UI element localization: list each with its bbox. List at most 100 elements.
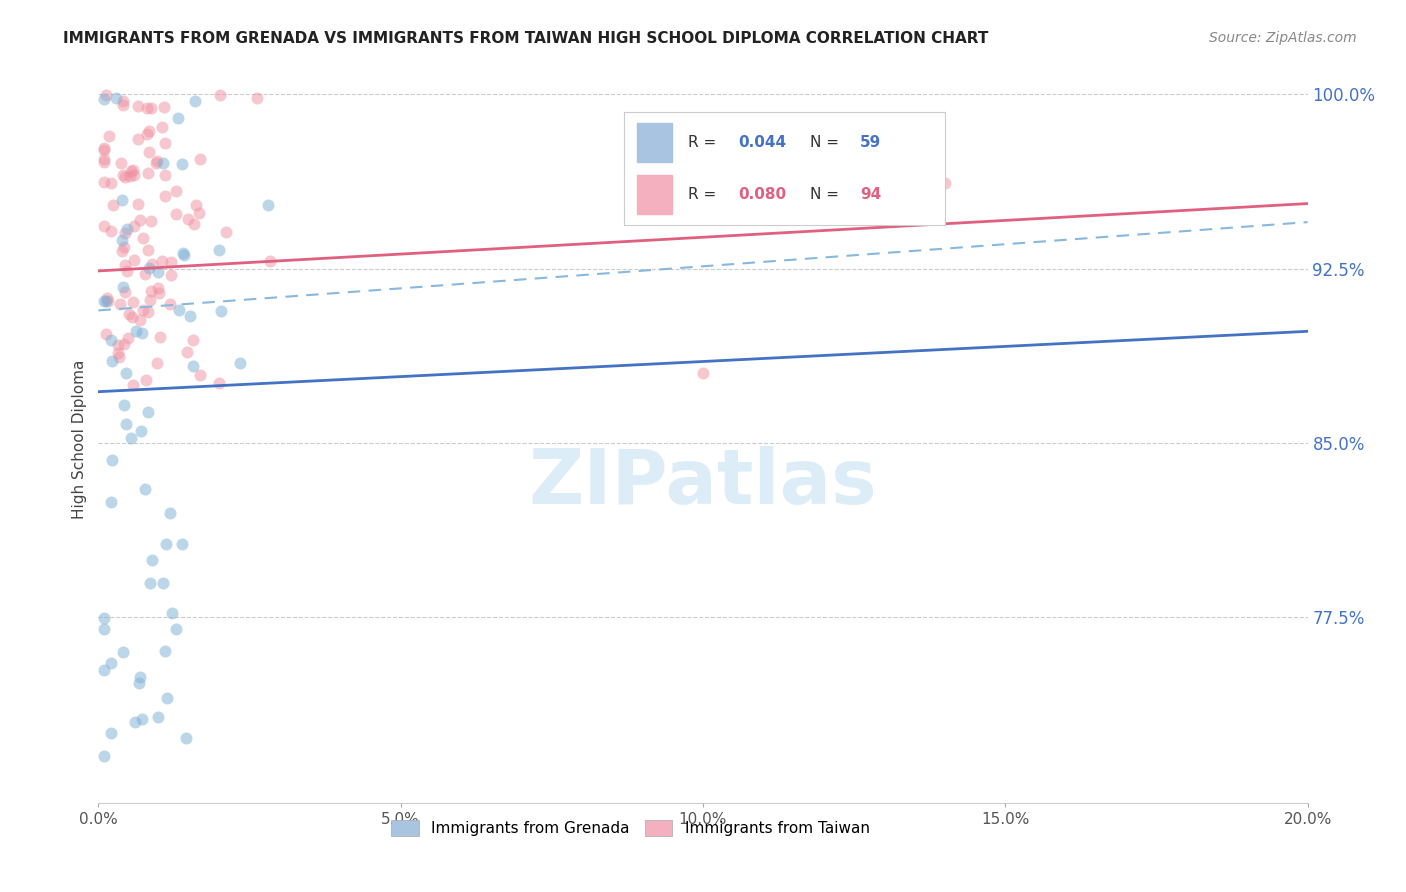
Point (114, 259, 136, 273)
Point (135, 374, 157, 388)
Point (122, 168, 145, 182)
Point (117, 331, 139, 345)
Point (153, 168, 176, 182)
Point (128, 213, 150, 227)
Point (96, 291, 118, 305)
Point (107, 346, 129, 360)
Point (111, 193, 134, 207)
Point (114, 417, 136, 432)
Point (152, 100, 174, 114)
Point (114, 366, 136, 380)
Point (100, 657, 122, 671)
Point (115, 222, 138, 236)
Point (166, 111, 188, 125)
Point (148, 265, 170, 279)
Point (149, 329, 172, 343)
Point (93, 143, 115, 157)
Point (120, 163, 142, 178)
Point (181, 333, 204, 347)
Point (136, 243, 159, 257)
Point (257, 198, 280, 212)
Point (135, 101, 157, 115)
Point (93, 92, 115, 106)
Point (107, 338, 129, 352)
Legend: Immigrants from Grenada, Immigrants from Taiwan: Immigrants from Grenada, Immigrants from… (385, 814, 876, 842)
Point (121, 377, 143, 392)
Point (134, 267, 156, 281)
Point (152, 576, 174, 591)
Point (146, 710, 169, 724)
Point (93, 663, 115, 677)
Point (139, 101, 162, 115)
Point (141, 285, 163, 299)
Point (188, 368, 211, 383)
Point (183, 217, 205, 231)
Point (124, 714, 146, 729)
Point (176, 345, 198, 359)
Point (188, 152, 211, 166)
Point (93, 152, 115, 166)
Point (179, 309, 201, 323)
Point (170, 157, 193, 171)
Point (131, 326, 153, 340)
Point (100, 333, 122, 347)
Point (93, 749, 115, 764)
Point (148, 285, 170, 300)
Point (152, 155, 174, 169)
Point (165, 622, 187, 636)
Point (159, 506, 181, 520)
Point (150, 120, 173, 134)
Point (187, 206, 209, 220)
Point (114, 169, 136, 184)
Point (104, 90, 127, 104)
Point (100, 495, 122, 509)
Point (246, 91, 269, 105)
Text: Source: ZipAtlas.com: Source: ZipAtlas.com (1209, 31, 1357, 45)
Point (129, 313, 152, 327)
Y-axis label: High School Diploma: High School Diploma (72, 359, 87, 519)
Point (208, 87, 231, 102)
Point (146, 281, 169, 295)
Point (165, 207, 187, 221)
Point (96, 87, 118, 102)
Point (141, 553, 163, 567)
Point (122, 162, 145, 177)
Point (112, 337, 135, 351)
Point (229, 356, 252, 370)
Point (127, 132, 149, 146)
Point (132, 231, 155, 245)
Point (112, 239, 135, 253)
Point (208, 243, 231, 257)
Point (160, 268, 183, 283)
Point (100, 224, 122, 238)
Point (184, 198, 207, 212)
Point (100, 176, 122, 190)
Point (150, 254, 173, 268)
Point (153, 188, 176, 202)
Point (93, 141, 115, 155)
Point (184, 95, 207, 109)
Point (112, 398, 135, 412)
Point (138, 123, 160, 137)
Point (153, 644, 176, 658)
Point (136, 127, 159, 141)
Point (111, 95, 134, 109)
Point (155, 136, 177, 151)
Point (111, 244, 134, 258)
Point (98, 129, 121, 144)
Point (111, 234, 134, 248)
Point (93, 175, 115, 189)
Point (94, 294, 117, 309)
Point (124, 219, 146, 233)
Point (129, 425, 152, 439)
Point (155, 537, 177, 551)
Point (174, 731, 197, 745)
Point (136, 166, 159, 180)
Point (100, 726, 122, 740)
Point (138, 145, 160, 159)
Point (181, 359, 204, 373)
Point (120, 169, 142, 183)
Point (176, 212, 198, 227)
Point (159, 297, 181, 311)
Point (136, 405, 159, 419)
